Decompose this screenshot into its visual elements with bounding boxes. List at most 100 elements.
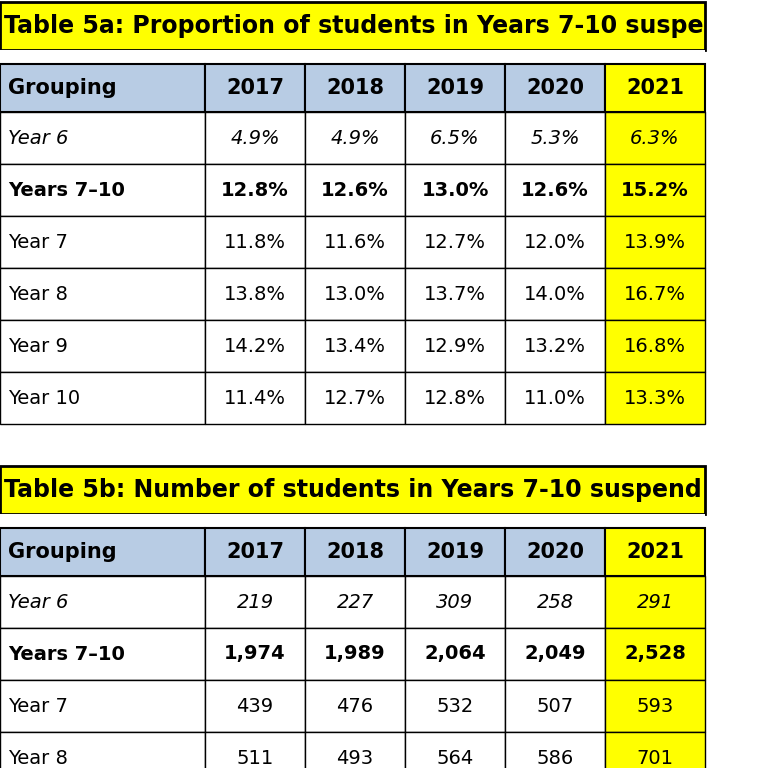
- Bar: [405, 576, 505, 628]
- Text: 511: 511: [237, 749, 273, 767]
- Bar: [205, 64, 305, 112]
- Text: 13.2%: 13.2%: [524, 336, 586, 356]
- Bar: [0, 164, 205, 216]
- Bar: [205, 528, 305, 576]
- Bar: [505, 268, 605, 320]
- Text: 2017: 2017: [226, 542, 284, 562]
- Text: 6.5%: 6.5%: [430, 128, 480, 147]
- Text: 4.9%: 4.9%: [330, 128, 379, 147]
- Text: 12.0%: 12.0%: [524, 233, 586, 251]
- Bar: [405, 680, 505, 732]
- Bar: [305, 64, 405, 112]
- Text: Year 9: Year 9: [8, 336, 68, 356]
- Bar: [205, 576, 305, 628]
- Bar: [405, 164, 505, 216]
- Bar: [605, 164, 705, 216]
- Text: 13.4%: 13.4%: [324, 336, 386, 356]
- Bar: [0, 576, 205, 628]
- Text: 13.3%: 13.3%: [624, 389, 686, 408]
- Text: 11.6%: 11.6%: [324, 233, 386, 251]
- Text: 5.3%: 5.3%: [530, 128, 580, 147]
- Bar: [605, 112, 705, 164]
- Text: Year 10: Year 10: [8, 389, 80, 408]
- Text: 1,989: 1,989: [324, 644, 386, 664]
- Text: 586: 586: [536, 749, 574, 767]
- Bar: [305, 680, 405, 732]
- Bar: [0, 64, 205, 112]
- Bar: [205, 680, 305, 732]
- Text: Table 5a: Proportion of students in Years 7-10 suspe: Table 5a: Proportion of students in Year…: [4, 14, 703, 38]
- Bar: [405, 268, 505, 320]
- Text: 13.7%: 13.7%: [424, 284, 486, 303]
- Bar: [205, 320, 305, 372]
- Text: 13.8%: 13.8%: [224, 284, 286, 303]
- Text: 12.6%: 12.6%: [321, 180, 389, 200]
- Bar: [505, 320, 605, 372]
- Bar: [305, 576, 405, 628]
- Text: 532: 532: [436, 697, 474, 716]
- Text: Table 5b: Number of students in Years 7-10 suspend: Table 5b: Number of students in Years 7-…: [4, 478, 702, 502]
- Text: 13.9%: 13.9%: [624, 233, 686, 251]
- Bar: [605, 320, 705, 372]
- Text: 15.2%: 15.2%: [621, 180, 689, 200]
- Text: 309: 309: [436, 592, 474, 611]
- Bar: [505, 528, 605, 576]
- Bar: [505, 628, 605, 680]
- Text: 2020: 2020: [526, 78, 584, 98]
- Bar: [0, 514, 705, 528]
- Bar: [605, 576, 705, 628]
- Text: Year 6: Year 6: [8, 128, 68, 147]
- Bar: [205, 164, 305, 216]
- Bar: [605, 732, 705, 768]
- Text: 701: 701: [637, 749, 674, 767]
- Text: 564: 564: [436, 749, 474, 767]
- Text: 2020: 2020: [526, 542, 584, 562]
- Bar: [505, 164, 605, 216]
- Text: 2018: 2018: [326, 542, 384, 562]
- Bar: [605, 372, 705, 424]
- Text: Grouping: Grouping: [8, 78, 117, 98]
- Bar: [405, 628, 505, 680]
- Text: 439: 439: [237, 697, 273, 716]
- Text: 12.7%: 12.7%: [324, 389, 386, 408]
- Bar: [305, 372, 405, 424]
- Bar: [205, 628, 305, 680]
- Bar: [605, 528, 705, 576]
- Bar: [405, 64, 505, 112]
- Bar: [305, 628, 405, 680]
- Text: 258: 258: [536, 592, 574, 611]
- Text: 13.0%: 13.0%: [324, 284, 386, 303]
- Text: 2019: 2019: [426, 542, 484, 562]
- Bar: [0, 528, 205, 576]
- Bar: [405, 320, 505, 372]
- Text: 16.8%: 16.8%: [624, 336, 686, 356]
- Text: Years 7–10: Years 7–10: [8, 180, 125, 200]
- Bar: [0, 732, 205, 768]
- Bar: [205, 268, 305, 320]
- Bar: [505, 216, 605, 268]
- Text: Year 6: Year 6: [8, 592, 68, 611]
- Text: 12.6%: 12.6%: [521, 180, 589, 200]
- Bar: [505, 112, 605, 164]
- Bar: [0, 466, 705, 514]
- Bar: [405, 216, 505, 268]
- Text: Year 7: Year 7: [8, 233, 68, 251]
- Bar: [505, 64, 605, 112]
- Text: 12.8%: 12.8%: [221, 180, 289, 200]
- Bar: [505, 576, 605, 628]
- Text: 12.7%: 12.7%: [424, 233, 486, 251]
- Text: Year 8: Year 8: [8, 284, 68, 303]
- Bar: [605, 64, 705, 112]
- Bar: [605, 216, 705, 268]
- Bar: [305, 112, 405, 164]
- Bar: [0, 680, 205, 732]
- Bar: [305, 732, 405, 768]
- Text: 12.9%: 12.9%: [424, 336, 486, 356]
- Bar: [305, 216, 405, 268]
- Bar: [205, 372, 305, 424]
- Text: 476: 476: [336, 697, 373, 716]
- Bar: [0, 50, 705, 64]
- Bar: [0, 112, 205, 164]
- Bar: [505, 372, 605, 424]
- Text: Years 7–10: Years 7–10: [8, 644, 125, 664]
